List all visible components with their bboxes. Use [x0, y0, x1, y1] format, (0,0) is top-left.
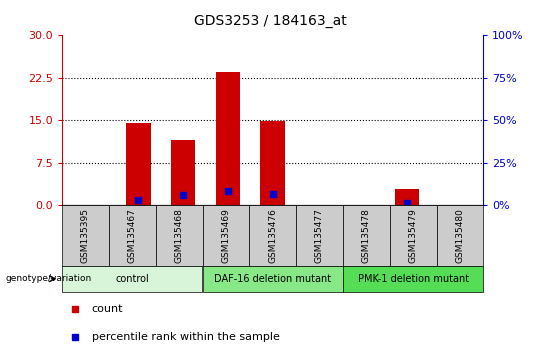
- Bar: [156, 205, 202, 266]
- Text: GSM135469: GSM135469: [221, 208, 231, 263]
- Text: GSM135395: GSM135395: [81, 208, 90, 263]
- Text: GSM135478: GSM135478: [362, 208, 371, 263]
- Text: PMK-1 deletion mutant: PMK-1 deletion mutant: [357, 274, 469, 284]
- Bar: [202, 266, 343, 292]
- Bar: [260, 121, 285, 205]
- Text: GSM135467: GSM135467: [128, 208, 137, 263]
- Bar: [436, 205, 483, 266]
- Bar: [202, 205, 249, 266]
- Text: count: count: [92, 304, 123, 314]
- Bar: [126, 123, 151, 205]
- Text: GSM135477: GSM135477: [315, 208, 324, 263]
- Bar: [390, 205, 436, 266]
- Text: GSM135468: GSM135468: [174, 208, 184, 263]
- Bar: [171, 140, 195, 205]
- Bar: [249, 205, 296, 266]
- Bar: [62, 205, 109, 266]
- Bar: [395, 189, 420, 205]
- Bar: [296, 205, 343, 266]
- Text: GSM135476: GSM135476: [268, 208, 277, 263]
- Text: genotype/variation: genotype/variation: [5, 274, 92, 283]
- Bar: [343, 266, 483, 292]
- Bar: [215, 72, 240, 205]
- Text: percentile rank within the sample: percentile rank within the sample: [92, 332, 280, 342]
- Text: GSM135480: GSM135480: [455, 208, 464, 263]
- Text: control: control: [116, 274, 149, 284]
- Bar: [109, 205, 156, 266]
- Text: GSM135479: GSM135479: [409, 208, 417, 263]
- Text: GDS3253 / 184163_at: GDS3253 / 184163_at: [194, 14, 346, 28]
- Bar: [62, 266, 202, 292]
- Bar: [343, 205, 390, 266]
- Text: DAF-16 deletion mutant: DAF-16 deletion mutant: [214, 274, 331, 284]
